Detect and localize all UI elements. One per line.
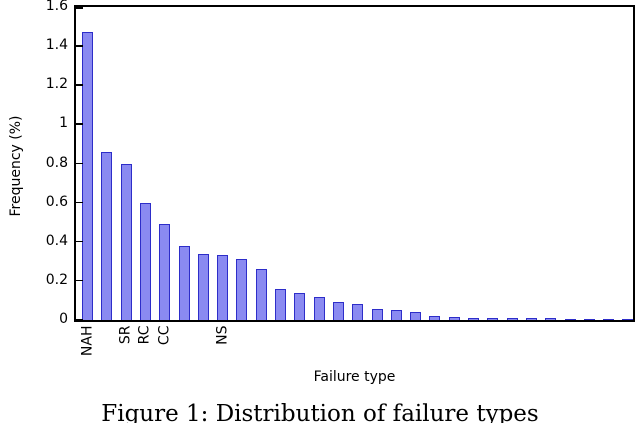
bar [217, 255, 229, 320]
bar [255, 269, 267, 320]
bar [583, 318, 595, 320]
y-tick-label: 1.4 [45, 37, 68, 54]
bar [275, 288, 286, 320]
bar [468, 318, 479, 320]
bar [139, 202, 151, 320]
y-tick-label: 0.4 [45, 232, 68, 249]
bar [101, 151, 113, 320]
y-tick-mark [76, 240, 83, 243]
y-tick-mark [76, 123, 83, 125]
bar [352, 304, 364, 320]
bar [236, 259, 248, 320]
y-tick-mark [76, 84, 83, 86]
bar [429, 316, 441, 320]
bar [159, 224, 171, 320]
y-tick-label: 0.2 [45, 271, 68, 288]
plot-area [74, 5, 635, 322]
bar [564, 318, 576, 320]
y-tick-mark [76, 279, 83, 282]
bar [82, 32, 93, 320]
bar [371, 309, 383, 320]
y-tick-mark [76, 45, 83, 47]
y-tick-label: 1.6 [45, 0, 68, 14]
y-tick-label: 0 [59, 311, 68, 327]
figure-caption: Figure 1: Distribution of failure types [101, 401, 539, 423]
bar [525, 318, 537, 320]
bar [178, 245, 190, 320]
y-tick-mark [76, 319, 83, 321]
bar [622, 318, 634, 320]
bar [390, 310, 402, 320]
bar [487, 318, 499, 320]
y-tick-label: 0.6 [45, 193, 68, 210]
bar [120, 163, 132, 320]
bar [197, 253, 209, 320]
x-axis-label: Failure type [313, 369, 396, 385]
y-tick-label: 1 [59, 115, 68, 132]
bar [410, 312, 422, 320]
bar [448, 317, 460, 320]
y-axis-label: Frequency (%) [8, 115, 24, 217]
y-tick-mark [76, 201, 83, 204]
y-tick-mark [76, 7, 83, 9]
bar [294, 292, 306, 320]
bar [545, 318, 557, 320]
bar [506, 318, 518, 320]
x-tick-label: NAH [79, 325, 95, 357]
y-tick-label: 1.2 [45, 76, 68, 93]
bar [313, 296, 325, 320]
y-tick-mark [76, 162, 83, 164]
x-tick-label: RC [136, 325, 153, 345]
x-tick-label: NS [214, 325, 231, 345]
x-tick-label: CC [156, 325, 173, 346]
bar [332, 302, 344, 320]
y-tick-label: 0.8 [45, 154, 68, 171]
bar [603, 318, 615, 320]
x-tick-label: SR [117, 325, 134, 345]
